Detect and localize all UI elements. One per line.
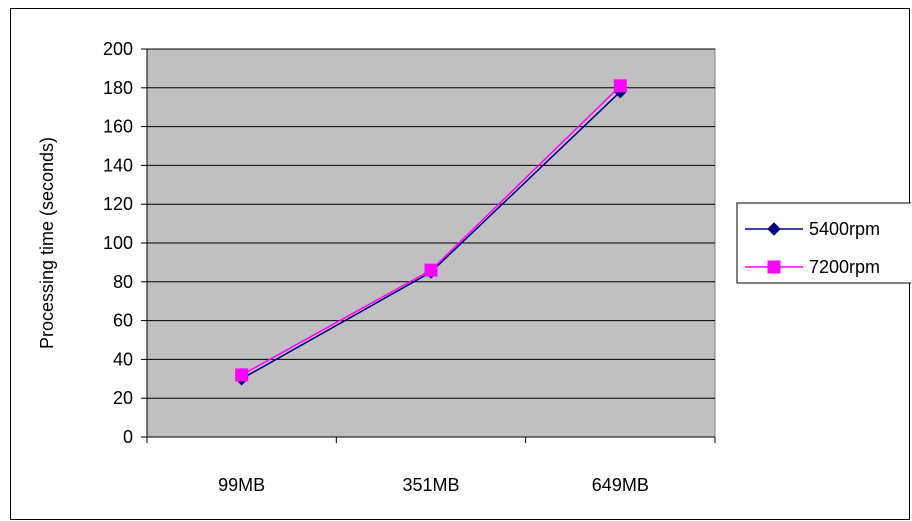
legend-label: 5400rpm bbox=[809, 219, 880, 239]
y-axis-title: Processing time (seconds) bbox=[37, 137, 57, 349]
legend-marker bbox=[767, 222, 781, 236]
y-tick-label: 100 bbox=[103, 233, 133, 253]
chart-frame: 0 20 40 60 80 100 120 140 160 180 200 99MB 351MB 649… bbox=[10, 8, 911, 520]
y-tick-label: 0 bbox=[123, 427, 133, 447]
legend: 5400rpm 7200rpm bbox=[736, 202, 911, 284]
series bbox=[234, 79, 628, 386]
x-tick-label: 99MB bbox=[218, 475, 265, 495]
data-point-marker bbox=[424, 263, 438, 277]
x-tick-label: 649MB bbox=[592, 475, 649, 495]
series-7200rpm bbox=[235, 79, 627, 382]
legend-box bbox=[736, 202, 911, 284]
y-tick-label: 80 bbox=[113, 272, 133, 292]
legend-label: 7200rpm bbox=[809, 257, 880, 277]
data-point-marker bbox=[235, 368, 249, 382]
y-tick-label: 200 bbox=[103, 39, 133, 59]
line-chart: 0 20 40 60 80 100 120 140 160 180 200 99MB 351MB 649… bbox=[37, 39, 911, 495]
y-tick-label: 40 bbox=[113, 349, 133, 369]
y-tick-labels: 0 20 40 60 80 100 120 140 160 180 200 bbox=[103, 39, 133, 447]
y-tick-label: 60 bbox=[113, 311, 133, 331]
gridlines bbox=[147, 48, 715, 399]
x-tick-label: 351MB bbox=[402, 475, 459, 495]
y-tick-label: 160 bbox=[103, 117, 133, 137]
data-point-marker bbox=[613, 79, 627, 93]
x-tick-labels: 99MB 351MB 649MB bbox=[218, 475, 649, 495]
y-tick-label: 120 bbox=[103, 194, 133, 214]
axes bbox=[141, 48, 716, 443]
y-tick-label: 140 bbox=[103, 155, 133, 175]
y-tick-label: 20 bbox=[113, 388, 133, 408]
legend-item: 7200rpm bbox=[745, 257, 880, 277]
y-tick-label: 180 bbox=[103, 78, 133, 98]
legend-item: 5400rpm bbox=[745, 219, 880, 239]
legend-marker bbox=[767, 260, 781, 274]
